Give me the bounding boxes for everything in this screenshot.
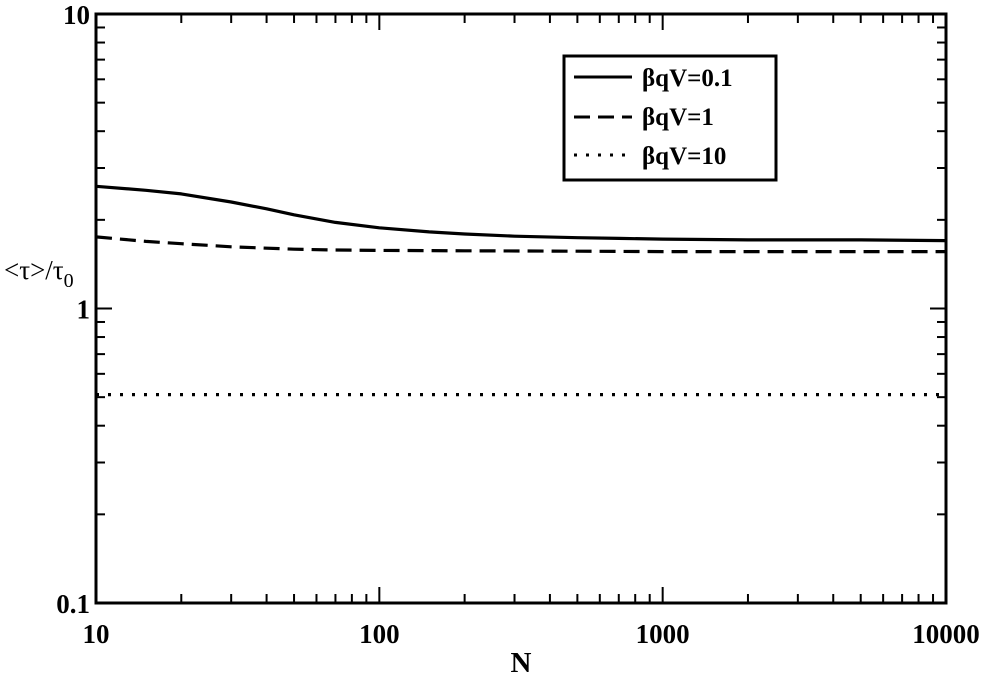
- x-tick-label-1: 100: [359, 619, 400, 649]
- series-line-1: [95, 235, 946, 254]
- x-tick-label-3: 10000: [912, 619, 980, 649]
- y-axis-label: <τ>/τ0: [4, 255, 74, 292]
- y-axis-label-main: <τ>/τ: [4, 255, 64, 285]
- series-lines: [95, 184, 947, 397]
- plot-frame: [94, 12, 948, 605]
- legend-label-1: βqV=1: [642, 104, 714, 131]
- y-tick-label-1: 1: [77, 295, 91, 325]
- legend-label-0: βqV=0.1: [642, 65, 733, 92]
- y-tick-label-0: 0.1: [56, 589, 90, 619]
- y-axis-label-subscript: 0: [64, 270, 74, 292]
- legend: βqV=0.1 βqV=1 βqV=10: [562, 54, 778, 182]
- x-tick-label-0: 10: [83, 619, 110, 649]
- series-line-0: [95, 184, 947, 243]
- x-tick-label-2: 1000: [636, 619, 690, 649]
- legend-label-2: βqV=10: [642, 143, 726, 170]
- x-axis-label: N: [511, 647, 532, 678]
- axis-ticks: [95, 14, 946, 604]
- y-tick-label-2: 10: [63, 0, 90, 30]
- tick-labels: 10 100 1000 10000 0.1 1 10: [56, 0, 980, 649]
